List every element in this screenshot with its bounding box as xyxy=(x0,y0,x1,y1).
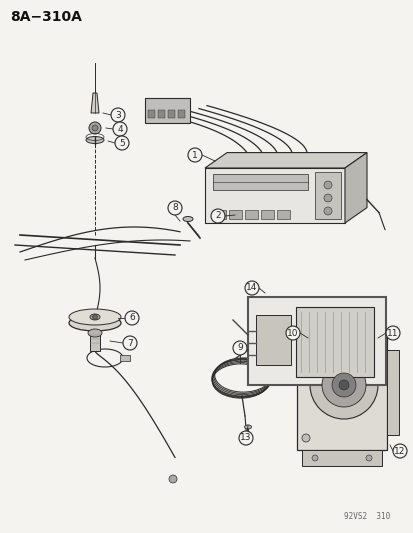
Bar xyxy=(276,210,289,219)
Circle shape xyxy=(338,380,348,390)
Bar xyxy=(295,307,373,377)
Circle shape xyxy=(211,209,224,223)
Ellipse shape xyxy=(183,216,192,222)
Text: 11: 11 xyxy=(386,328,398,337)
Ellipse shape xyxy=(88,329,102,337)
Bar xyxy=(145,98,190,123)
Text: 12: 12 xyxy=(393,447,405,456)
Text: 5: 5 xyxy=(119,139,125,148)
Circle shape xyxy=(92,314,97,319)
Circle shape xyxy=(323,181,331,189)
Circle shape xyxy=(168,201,182,215)
Text: 7: 7 xyxy=(127,338,133,348)
Bar xyxy=(168,110,175,118)
Text: 10: 10 xyxy=(287,328,298,337)
Text: 8A−310A: 8A−310A xyxy=(10,10,82,24)
Text: 4: 4 xyxy=(117,125,123,133)
Text: 14: 14 xyxy=(246,284,257,293)
Circle shape xyxy=(323,194,331,202)
Circle shape xyxy=(89,122,101,134)
Bar xyxy=(244,210,257,219)
Text: 3: 3 xyxy=(115,110,121,119)
Bar xyxy=(296,335,386,450)
Circle shape xyxy=(169,475,177,483)
Bar xyxy=(147,110,154,118)
Circle shape xyxy=(392,444,406,458)
Circle shape xyxy=(188,148,202,162)
Ellipse shape xyxy=(244,425,251,429)
Circle shape xyxy=(365,455,371,461)
Bar xyxy=(386,350,398,435)
Ellipse shape xyxy=(86,136,104,143)
Circle shape xyxy=(233,341,247,355)
Bar xyxy=(255,315,290,365)
Circle shape xyxy=(238,431,252,445)
Ellipse shape xyxy=(69,309,121,325)
Circle shape xyxy=(309,351,377,419)
Text: 6: 6 xyxy=(129,313,135,322)
Circle shape xyxy=(385,326,399,340)
Circle shape xyxy=(301,434,309,442)
Bar xyxy=(158,110,165,118)
Ellipse shape xyxy=(90,314,100,320)
Text: 8: 8 xyxy=(172,204,178,213)
Text: 2: 2 xyxy=(215,212,220,221)
Circle shape xyxy=(123,336,137,350)
Bar xyxy=(212,210,225,219)
Circle shape xyxy=(113,122,127,136)
Circle shape xyxy=(321,363,365,407)
Bar xyxy=(120,355,130,361)
Circle shape xyxy=(323,207,331,215)
Text: 92VS2  310: 92VS2 310 xyxy=(343,512,389,521)
Bar xyxy=(314,172,340,219)
Circle shape xyxy=(285,326,299,340)
Bar xyxy=(301,450,381,466)
Circle shape xyxy=(115,136,129,150)
Circle shape xyxy=(92,125,98,131)
Polygon shape xyxy=(344,152,366,223)
Circle shape xyxy=(125,311,139,325)
Text: 13: 13 xyxy=(240,433,251,442)
Text: 1: 1 xyxy=(192,150,197,159)
Circle shape xyxy=(244,281,259,295)
Circle shape xyxy=(331,373,355,397)
Bar xyxy=(260,210,273,219)
Text: 9: 9 xyxy=(237,343,242,352)
Polygon shape xyxy=(204,152,366,168)
Circle shape xyxy=(301,343,309,351)
Bar xyxy=(212,174,307,190)
Circle shape xyxy=(111,108,125,122)
Polygon shape xyxy=(204,168,344,223)
Bar xyxy=(178,110,185,118)
Ellipse shape xyxy=(69,315,121,331)
Bar xyxy=(90,331,100,351)
Circle shape xyxy=(311,455,317,461)
Bar xyxy=(247,297,385,385)
Polygon shape xyxy=(91,93,99,113)
Bar xyxy=(228,210,242,219)
